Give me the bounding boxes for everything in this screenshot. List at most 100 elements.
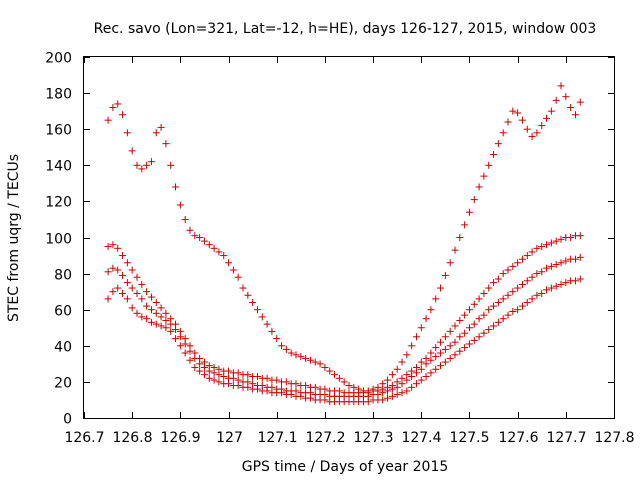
data-point [499,270,507,278]
data-point [123,279,131,287]
data-point [490,150,498,158]
data-point [446,354,454,362]
data-point [167,161,175,169]
chart-title: Rec. savo (Lon=321, Lat=-12, h=HE), days… [94,21,597,37]
y-tick-label: 80 [54,268,72,284]
data-point [278,385,286,393]
data-point [456,333,464,341]
data-point [321,385,329,393]
data-point [133,289,141,297]
data-point [128,284,136,292]
data-point [109,288,117,296]
data-point [494,318,502,326]
data-point [465,208,473,216]
data-point [114,266,122,274]
y-tick-label: 200 [45,51,72,67]
data-point [388,382,396,390]
data-point [331,371,339,379]
data-point [157,322,165,330]
data-point [465,306,473,314]
data-point [205,362,213,370]
data-point [379,380,387,388]
data-point [538,122,546,130]
x-tick-label: 126.9 [160,430,200,446]
y-tick-label: 20 [54,376,72,392]
data-point [571,111,579,119]
data-point [335,374,343,382]
data-point [485,161,493,169]
data-point [249,380,257,388]
data-point [494,140,502,148]
data-point [552,237,560,245]
data-point [403,371,411,379]
data-point [302,382,310,390]
data-point [215,378,223,386]
data-point [104,268,112,276]
data-point [200,371,208,379]
data-point [273,376,281,384]
data-point [523,125,531,133]
data-point [398,389,406,397]
data-point [282,345,290,353]
data-point [215,248,223,256]
data-point [432,365,440,373]
data-point [172,320,180,328]
data-point [384,383,392,391]
data-point [470,336,478,344]
x-tick-label: 127.6 [498,430,538,446]
data-point [432,353,440,361]
data-point [518,280,526,288]
data-point [128,304,136,312]
data-point [475,333,483,341]
data-point [504,311,512,319]
data-point [186,342,194,350]
data-point [475,315,483,323]
data-point [138,280,146,288]
data-point [437,284,445,292]
data-point [258,382,266,390]
data-point [571,277,579,285]
data-point [215,365,223,373]
data-point [186,226,194,234]
data-point [268,327,276,335]
data-point [499,129,507,137]
data-point [446,327,454,335]
data-point [225,259,233,267]
data-point [263,320,271,328]
data-point [123,129,131,137]
data-point [258,313,266,321]
data-point [480,289,488,297]
data-point [133,273,141,281]
data-point [355,385,363,393]
data-point [509,288,517,296]
data-point [109,104,117,112]
x-tick-label: 127.2 [305,430,345,446]
data-point [123,259,131,267]
data-point [292,387,300,395]
data-point [311,383,319,391]
data-point [523,252,531,260]
data-point [220,252,228,260]
data-point [104,116,112,124]
data-point [292,380,300,388]
data-point [422,315,430,323]
data-point [547,262,555,270]
data-point [504,118,512,126]
data-point [523,277,531,285]
x-axis-label: GPS time / Days of year 2015 [242,459,449,475]
data-point [133,161,141,169]
x-tick-label: 127.5 [449,430,489,446]
y-tick-label: 160 [45,123,72,139]
data-point [244,371,252,379]
data-point [292,351,300,359]
data-point [244,291,252,299]
data-point [340,378,348,386]
data-point [441,358,449,366]
data-point [538,243,546,251]
data-point [480,172,488,180]
x-tick-label: 126.8 [112,430,152,446]
data-point [538,289,546,297]
data-point [196,367,204,375]
data-point [234,273,242,281]
data-point [504,266,512,274]
